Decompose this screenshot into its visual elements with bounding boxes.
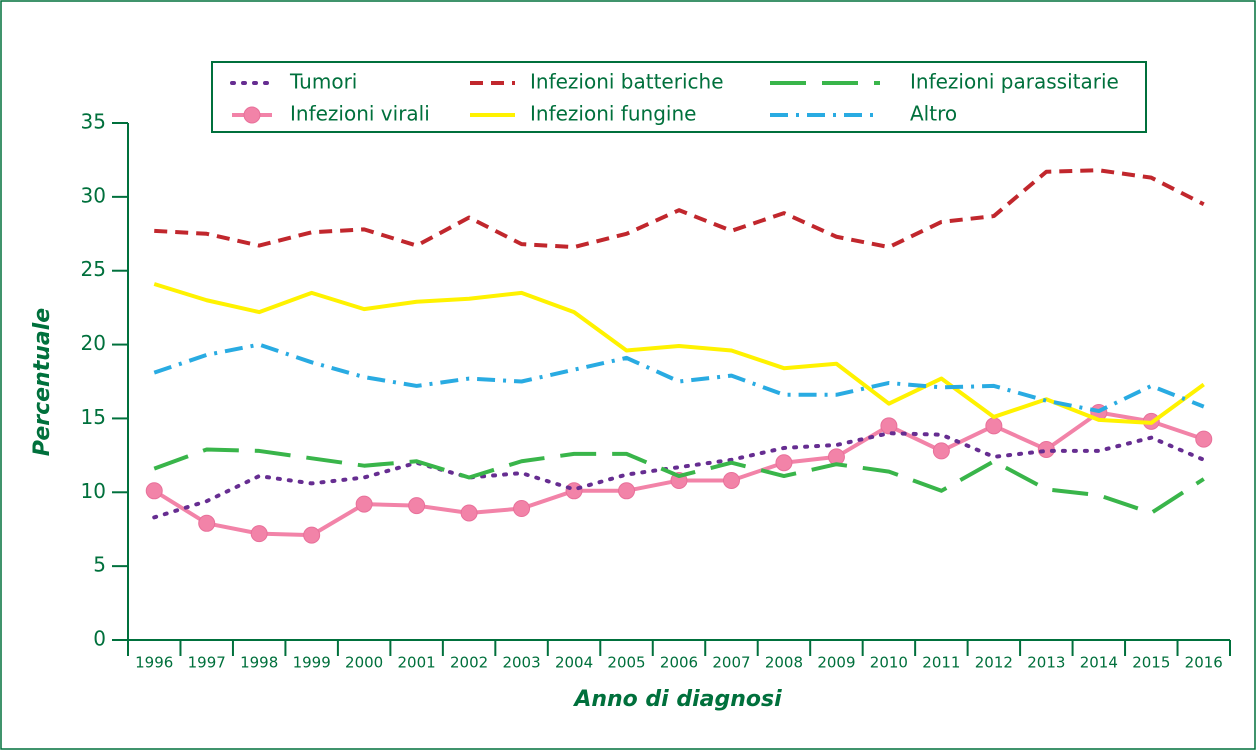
y-axis-title: Percentuale: [30, 308, 55, 456]
point: [932, 442, 950, 460]
x-tick-label: 2001: [398, 654, 436, 672]
y-tick-label: 25: [81, 257, 106, 281]
point: [565, 482, 583, 500]
series-line: [153, 447, 1205, 515]
x-tick-label: 2002: [450, 654, 488, 672]
y-tick-label: 0: [93, 627, 106, 651]
series-line: [152, 431, 1206, 520]
x-tick-label: 2010: [870, 654, 908, 672]
x-tick-label: 2016: [1185, 654, 1223, 672]
point: [880, 417, 898, 435]
x-tick-label: 2009: [817, 654, 855, 672]
x-tick-label: 2008: [765, 654, 803, 672]
x-tick-label: 2000: [345, 654, 383, 672]
x-tick-label: 1998: [240, 654, 278, 672]
point: [618, 482, 636, 500]
x-tick-label: 1999: [293, 654, 331, 672]
x-tick-label: 1997: [188, 654, 226, 672]
legend-box: [211, 61, 1147, 133]
y-tick-label: 20: [81, 331, 106, 355]
y-tick-label: 30: [81, 183, 106, 207]
legend-label: Infezioni virali: [290, 102, 430, 126]
legend-label: Infezioni parassitarie: [910, 70, 1119, 94]
x-tick-label: 2006: [660, 654, 698, 672]
y-tick-label: 15: [81, 405, 106, 429]
legend-marker: [243, 106, 261, 124]
x-tick-label: 2015: [1132, 654, 1170, 672]
y-tick-label: 5: [93, 553, 106, 577]
x-tick-label: 2013: [1027, 654, 1065, 672]
point: [460, 504, 478, 522]
x-tick-label: 2007: [712, 654, 750, 672]
x-tick-label: 2005: [607, 654, 645, 672]
series-line: [153, 342, 1205, 414]
legend-label: Altro: [910, 102, 957, 126]
series-line: [153, 282, 1205, 425]
point: [513, 500, 531, 518]
x-tick-label: 2003: [502, 654, 540, 672]
point: [1195, 430, 1213, 448]
x-tick-label: 2004: [555, 654, 593, 672]
x-tick-label: 2014: [1080, 654, 1118, 672]
legend-label: Infezioni fungine: [530, 102, 696, 126]
point: [408, 497, 426, 515]
x-tick-label: 2011: [922, 654, 960, 672]
point: [775, 454, 793, 472]
x-tick-label: 1996: [135, 654, 173, 672]
point: [303, 526, 321, 544]
series-line: [154, 168, 1205, 250]
y-tick-label: 10: [81, 479, 106, 503]
point: [722, 471, 740, 489]
point: [250, 525, 268, 543]
point: [355, 495, 373, 513]
y-tick-label: 35: [81, 110, 106, 134]
point: [145, 482, 163, 500]
point: [198, 514, 216, 532]
x-axis-title: Anno di diagnosi: [572, 687, 782, 712]
x-tick-label: 2012: [975, 654, 1013, 672]
legend-label: Tumori: [289, 70, 357, 94]
point: [985, 417, 1003, 435]
legend-label: Infezioni batteriche: [530, 70, 724, 94]
